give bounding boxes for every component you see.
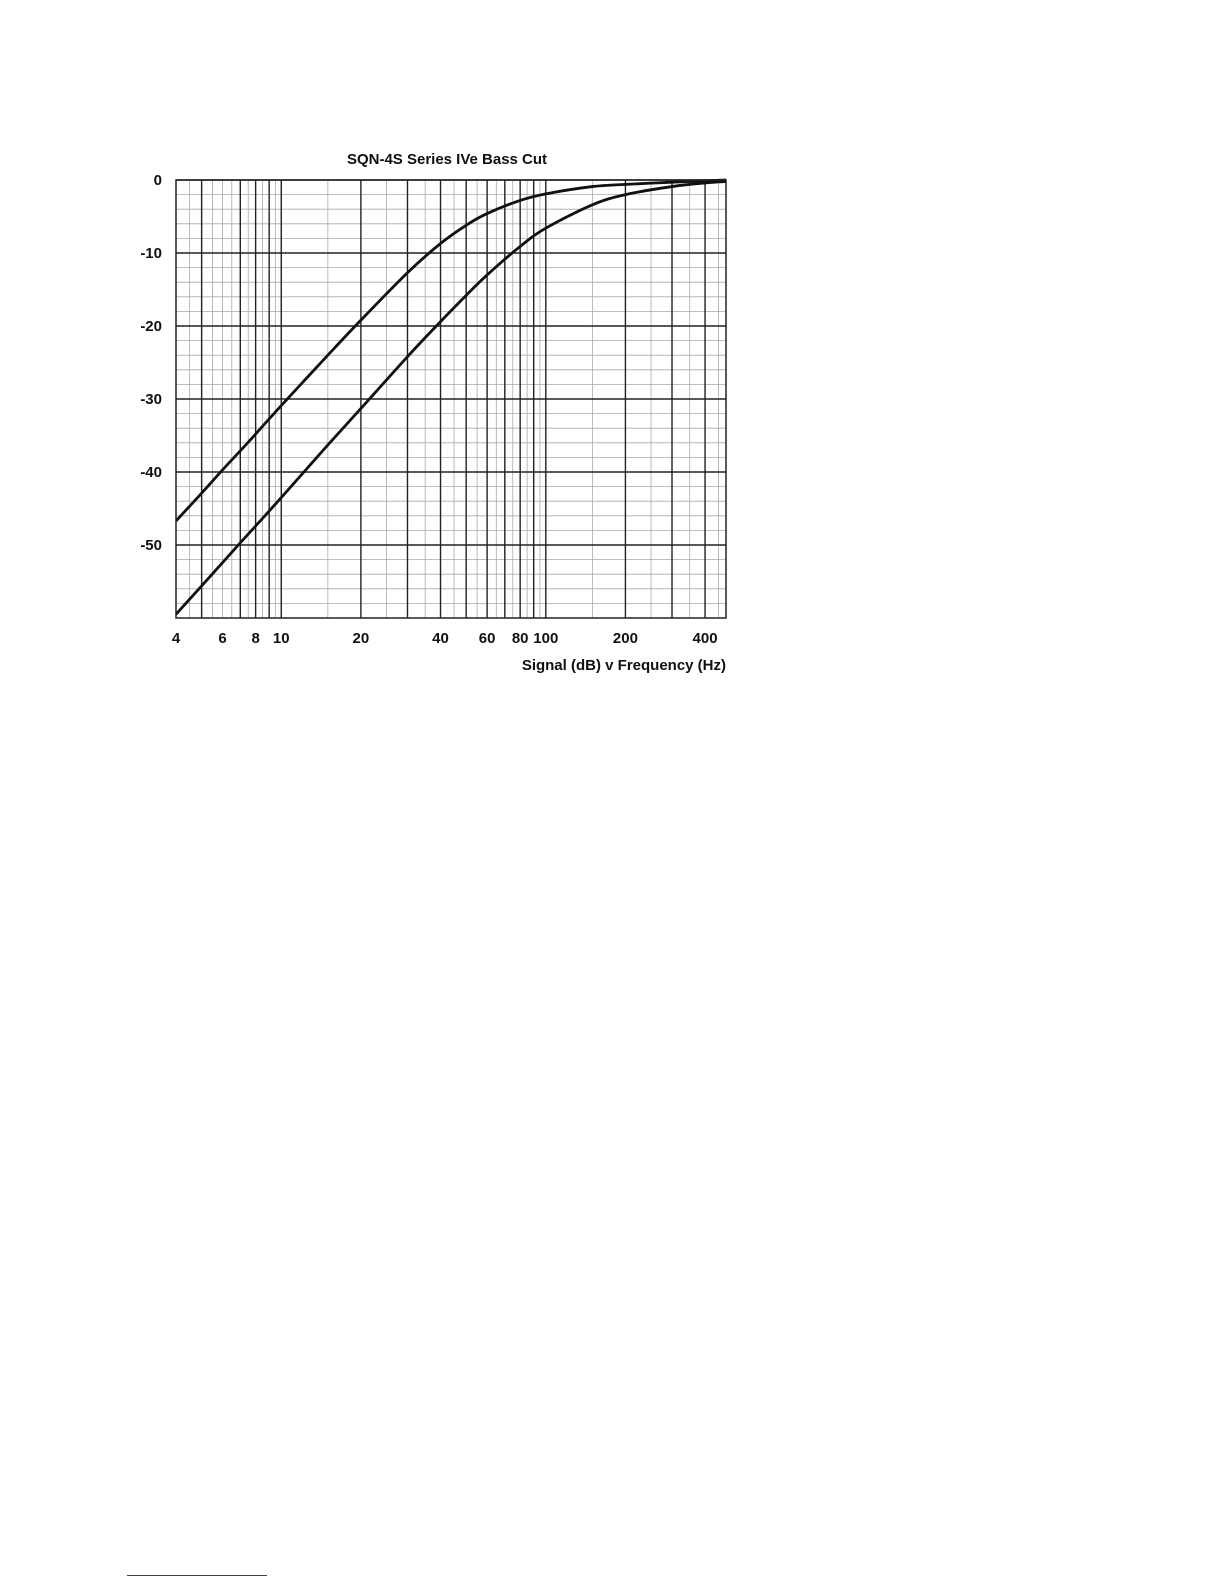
curves bbox=[174, 178, 727, 616]
y-tick-label: -40 bbox=[140, 464, 162, 481]
y-tick-label: -20 bbox=[140, 318, 162, 335]
x-tick-label: 10 bbox=[273, 630, 290, 647]
x-tick-label: 400 bbox=[693, 630, 718, 647]
y-tick-label: 0 bbox=[154, 172, 162, 189]
x-axis-label: Signal (dB) v Frequency (Hz) bbox=[522, 657, 726, 674]
x-tick-label: 8 bbox=[251, 630, 259, 647]
y-tick-label: -10 bbox=[140, 245, 162, 262]
series-line-1 bbox=[174, 178, 727, 522]
x-tick-label: 40 bbox=[432, 630, 449, 647]
grid bbox=[176, 179, 726, 618]
x-tick-label: 6 bbox=[218, 630, 226, 647]
footnote-rule bbox=[127, 1575, 267, 1576]
chart-title: SQN-4S Series IVe Bass Cut bbox=[347, 151, 547, 168]
y-axis-ticks: 0 -10 -20 -30 -40 -50 bbox=[140, 172, 162, 554]
x-tick-label: 60 bbox=[479, 630, 496, 647]
x-tick-label: 80 bbox=[512, 630, 529, 647]
x-tick-label: 100 bbox=[533, 630, 558, 647]
y-tick-label: -50 bbox=[140, 537, 162, 554]
plot-frame bbox=[175, 179, 727, 619]
x-tick-label: 4 bbox=[172, 630, 181, 647]
y-tick-label: -30 bbox=[140, 391, 162, 408]
series-line-2 bbox=[174, 180, 727, 616]
x-axis-ticks: 4 6 8 10 20 40 60 80 100 200 400 bbox=[172, 630, 718, 647]
x-tick-label: 20 bbox=[353, 630, 370, 647]
x-tick-label: 200 bbox=[613, 630, 638, 647]
